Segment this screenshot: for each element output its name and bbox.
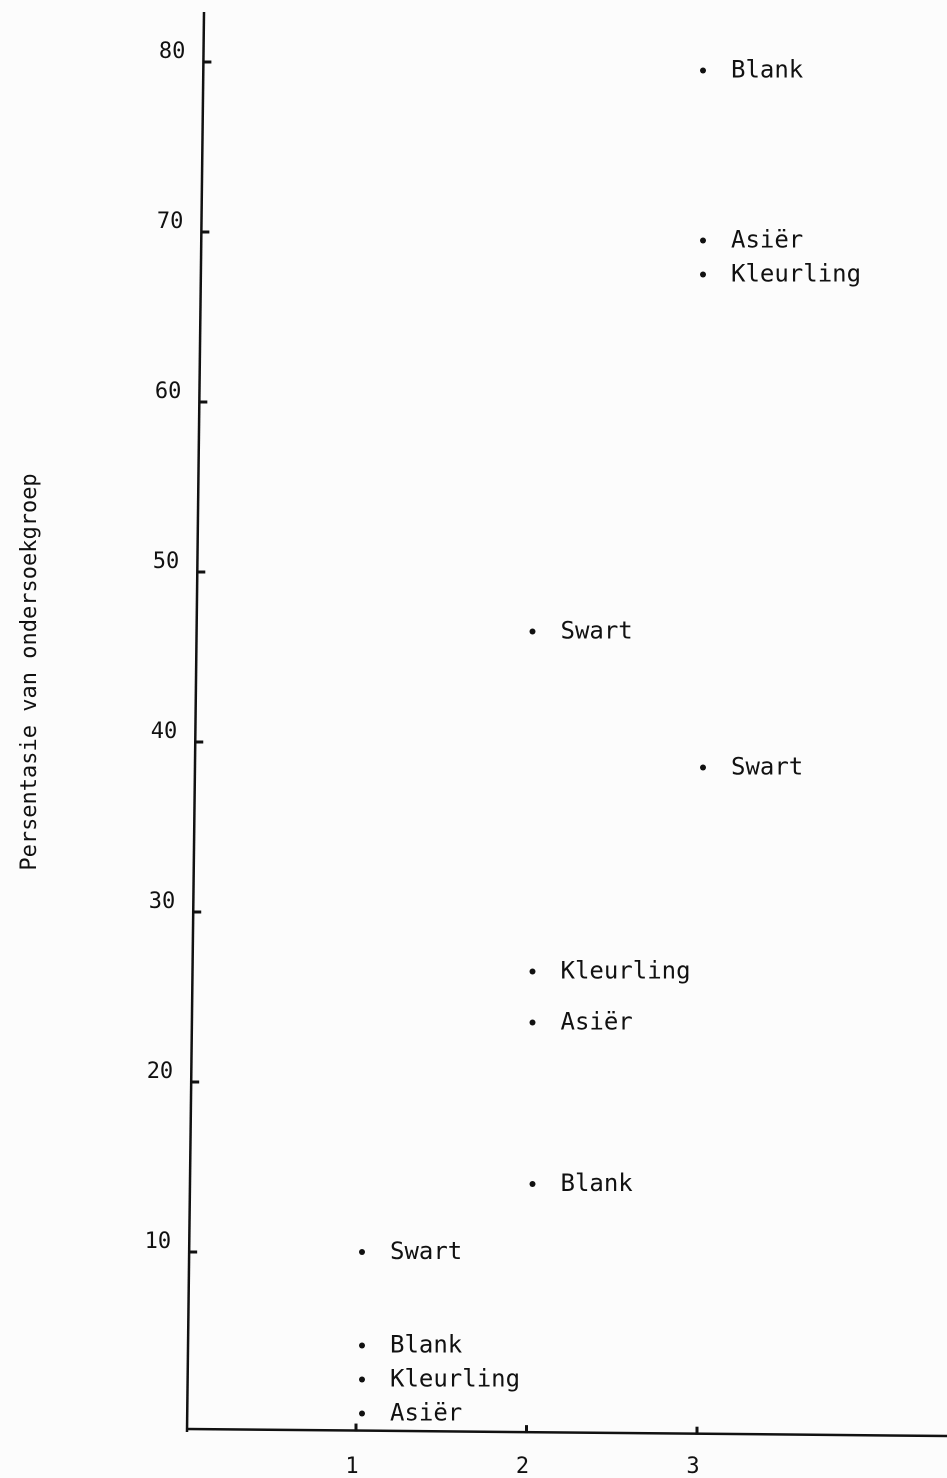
data-label-blank-1: Blank xyxy=(390,1331,463,1359)
data-label-asir-3: Asiër xyxy=(731,226,803,254)
data-point-swart-2 xyxy=(529,628,536,635)
data-label-asir-1: Asiër xyxy=(390,1399,462,1427)
data-point-swart-3 xyxy=(700,764,706,771)
data-point-kleurling-1 xyxy=(359,1376,365,1383)
y-tick-label-40: 40 xyxy=(151,719,178,744)
y-axis xyxy=(185,11,206,1433)
data-point-blank-2 xyxy=(529,1181,536,1187)
x-axis xyxy=(186,1427,947,1438)
x-ticks: 1 2 3 xyxy=(345,1423,700,1478)
y-tick-label-20: 20 xyxy=(147,1059,174,1084)
y-tick-label-70: 70 xyxy=(157,209,184,234)
y-tick-label-30: 30 xyxy=(149,889,176,914)
data-point-kleurling-3 xyxy=(700,271,706,278)
data-label-swart-2: Swart xyxy=(561,617,633,645)
y-axis-title: Persentasie van ondersoekgroep xyxy=(17,473,42,870)
data-label-kleurling-1: Kleurling xyxy=(390,1365,520,1393)
data-point-asir-2 xyxy=(529,1019,536,1026)
x-axis-line xyxy=(186,1427,947,1438)
data-label-asir-2: Asiër xyxy=(561,1008,633,1036)
y-tick-label-10: 10 xyxy=(145,1229,172,1254)
data-point-asir-1 xyxy=(359,1410,365,1417)
data-point-kleurling-2 xyxy=(529,968,536,975)
data-label-kleurling-2: Kleurling xyxy=(561,957,691,985)
x-tick-label-3: 3 xyxy=(686,1454,699,1478)
y-tick-label-80: 80 xyxy=(159,39,186,64)
data-label-swart-3: Swart xyxy=(731,753,803,781)
data-point-asir-3 xyxy=(700,237,706,244)
x-tick-label-2: 2 xyxy=(516,1454,529,1478)
data-point-swart-1 xyxy=(359,1249,365,1255)
y-tick-label-50: 50 xyxy=(153,549,180,574)
y-axis-line xyxy=(185,11,206,1433)
data-label-swart-1: Swart xyxy=(390,1237,462,1265)
data-points: Blank Kleurling Asiër Swart Blank Kleurling As… xyxy=(359,56,861,1427)
y-tick-label-60: 60 xyxy=(155,379,182,404)
data-label-blank-3: Blank xyxy=(731,56,804,84)
x-tick-label-1: 1 xyxy=(345,1454,358,1478)
y-ticks: 10 20 30 40 50 60 70 80 xyxy=(145,39,212,1254)
data-point-blank-3 xyxy=(700,67,706,74)
data-label-kleurling-3: Kleurling xyxy=(731,260,861,288)
data-point-blank-1 xyxy=(359,1342,365,1349)
data-label-blank-2: Blank xyxy=(561,1169,634,1197)
